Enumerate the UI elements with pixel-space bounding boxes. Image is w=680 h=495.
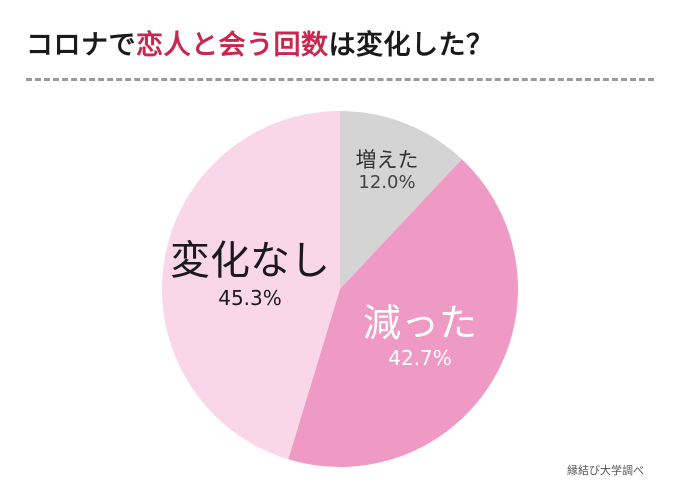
chart-title: コロナで恋人と会う回数は変化した？ — [26, 26, 494, 66]
slice-percent: 42.7% — [388, 346, 452, 370]
slice-name: 増えた — [355, 148, 419, 172]
slice-label-decreased: 減った 42.7% — [352, 300, 488, 370]
title-suffix: は変化した？ — [328, 30, 494, 61]
slice-increased — [340, 111, 462, 289]
title-prefix: コロナで — [26, 30, 136, 61]
title-accent: 恋人と会う回数 — [136, 30, 329, 61]
slice-label-no-change: 変化なし 45.3% — [170, 236, 330, 310]
slice-percent: 12.0% — [358, 172, 416, 193]
dashed-divider — [26, 78, 654, 81]
slice-decreased — [288, 159, 518, 467]
source-credit: 縁結び大学調べ — [567, 464, 644, 477]
slice-percent: 45.3% — [218, 286, 282, 310]
slice-no-change — [162, 111, 340, 460]
slice-name: 減った — [362, 301, 477, 345]
slice-name: 変化なし — [170, 238, 330, 284]
slice-label-increased: 増えた 12.0% — [342, 148, 432, 194]
